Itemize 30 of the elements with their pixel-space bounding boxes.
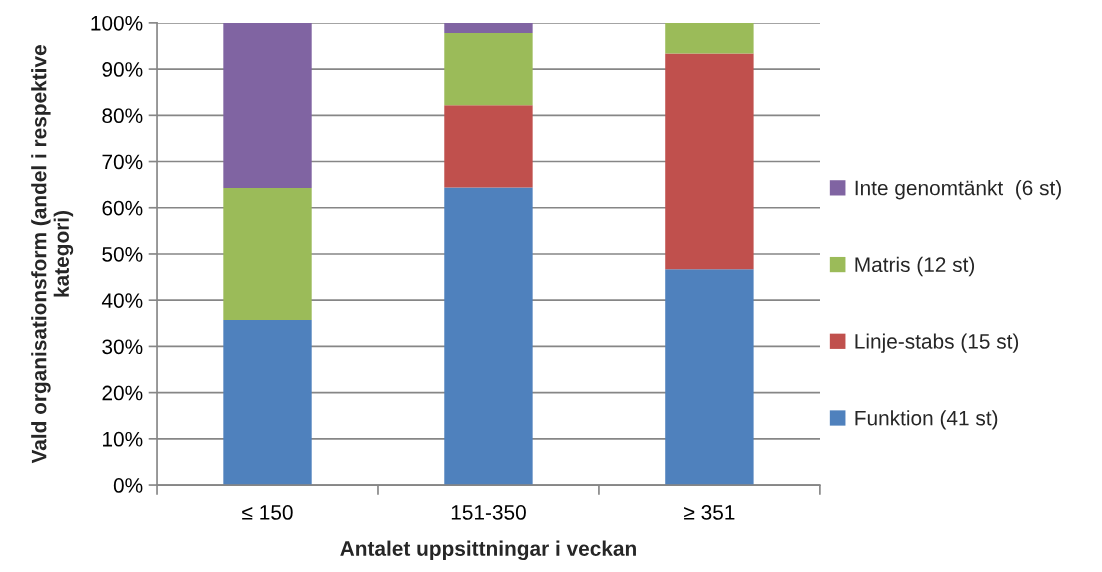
legend-label: Inte genomtänkt (6 st) — [855, 180, 1061, 200]
bar — [665, 53, 754, 270]
y-tick-label: 40% — [101, 293, 143, 308]
y-tick-label: 20% — [102, 385, 143, 401]
bar — [444, 33, 533, 106]
legend-label: Linje-stabs (15 st) — [855, 333, 1019, 353]
x-tick-label: 151-350 — [451, 505, 526, 520]
y-tick-label: 60% — [102, 200, 143, 216]
y-axis-title: Vald organisationsform (andel i respektive kategori) — [31, 45, 74, 464]
bar — [444, 187, 533, 486]
bar — [665, 269, 754, 486]
x-axis-title: Antalet uppsittningar i veckan — [340, 540, 636, 561]
bar — [223, 22, 312, 188]
y-tick-label: 30% — [102, 339, 143, 355]
y-tick-label: 70% — [102, 154, 143, 170]
y-tick-label: 10% — [103, 431, 143, 447]
y-tick-label: 50% — [102, 246, 143, 262]
legend-label: Funktion (41 st) — [855, 410, 998, 430]
bar — [444, 22, 533, 34]
bar — [665, 22, 754, 54]
bar — [223, 187, 312, 321]
bar — [444, 105, 533, 188]
y-tick-label: 0% — [113, 478, 143, 493]
y-tick-label: 90% — [102, 62, 143, 77]
x-tick-label: ≤ 150 — [242, 505, 293, 520]
y-tick-label: 100% — [91, 15, 143, 31]
y-tick-label: 80% — [102, 108, 143, 124]
x-tick-label: ≥ 351 — [684, 505, 735, 520]
legend-label: Matris (12 st) — [855, 256, 975, 277]
bar — [223, 320, 312, 486]
